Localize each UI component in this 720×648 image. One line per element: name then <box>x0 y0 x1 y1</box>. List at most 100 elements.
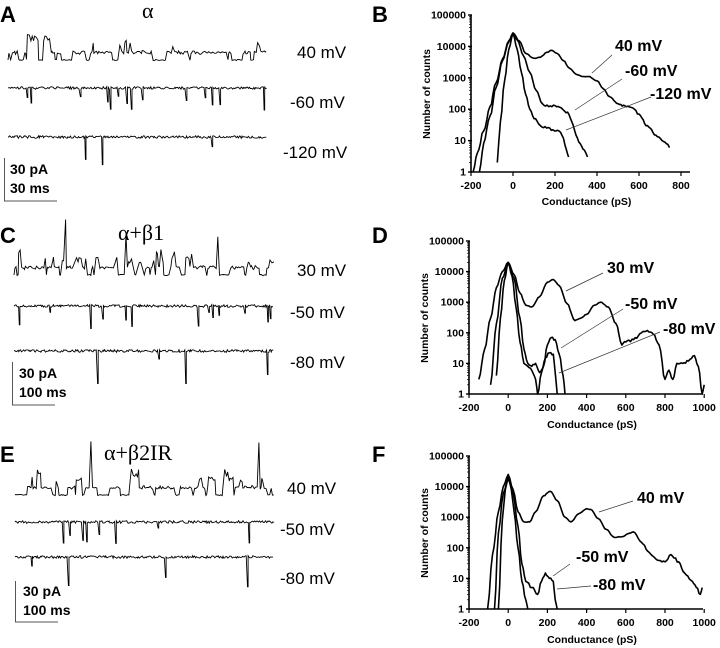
condition-title-e: α+β2IR <box>104 440 172 465</box>
histogram-chart-d: D 1 10 100 1000 10000 100000 -200 0 200 400 600 800… <box>372 223 716 431</box>
panel-letter-a: A <box>0 2 16 27</box>
x-axis-title: Conductance (pS) <box>542 196 632 208</box>
y-tick-label: 10000 <box>437 41 466 53</box>
panel-letter-c: C <box>0 223 16 248</box>
panel-a: A α 40 mV -60 mV -120 mV 30 pA 30 ms <box>0 0 348 202</box>
histogram-curve-minus80mv <box>497 476 529 610</box>
scale-bar <box>4 158 57 202</box>
panel-e: E α+β2IR 40 mV -50 mV -80 mV 30 pA 100 m… <box>0 440 337 623</box>
voltage-label: 30 mV <box>297 261 347 280</box>
current-trace-minus60mv <box>7 85 267 111</box>
curve-annotation-label: -80 mV <box>663 321 716 338</box>
x-tick-label: 200 <box>539 402 557 414</box>
x-tick-label: 400 <box>578 617 596 629</box>
annotation-leader-line <box>556 585 592 590</box>
curve-annotation-label: -50 mV <box>576 549 629 566</box>
histogram-curve-minus50mv <box>489 261 566 395</box>
y-tick-label: 100000 <box>429 236 464 248</box>
y-tick-label: 10 <box>452 573 464 585</box>
curve-annotation-label: -120 mV <box>650 86 712 103</box>
voltage-label: -50 mV <box>290 303 345 322</box>
y-tick-label: 1000 <box>443 72 467 84</box>
curve-annotation-label: 40 mV <box>615 38 662 55</box>
x-tick-label: 1000 <box>693 617 717 629</box>
current-trace-minus120mv <box>7 134 267 166</box>
x-tick-label: 0 <box>510 180 516 192</box>
x-tick-label: 0 <box>505 402 511 414</box>
x-axis-title: Conductance (pS) <box>547 419 637 431</box>
histogram-curve-minus60mv <box>478 32 589 173</box>
x-tick-label: -200 <box>460 180 481 192</box>
panel-c: C α+β1 30 mV -50 mV -80 mV 30 pA 100 ms <box>0 219 347 406</box>
scale-current-label: 30 pA <box>19 365 57 381</box>
voltage-label: -80 mV <box>280 569 335 588</box>
annotation-leader-line <box>560 308 624 349</box>
x-tick-label: 600 <box>630 180 648 192</box>
x-tick-label: 400 <box>578 402 596 414</box>
current-trace-40mv <box>14 441 274 497</box>
annotation-leader-line <box>558 331 661 374</box>
y-tick-label: 10 <box>452 358 464 370</box>
scale-current-label: 30 pA <box>10 161 48 177</box>
x-tick-label: 1000 <box>693 402 717 414</box>
panel-letter-b: B <box>372 2 388 27</box>
x-tick-label: 0 <box>505 617 511 629</box>
current-trace-minus80mv <box>13 348 274 385</box>
x-tick-label: 800 <box>672 180 690 192</box>
y-tick-label: 10 <box>454 135 466 147</box>
annotation-leader-line <box>574 78 623 111</box>
histogram-curve-40mv <box>486 473 703 610</box>
current-trace-minus80mv <box>14 554 273 588</box>
scale-time-label: 30 ms <box>10 180 50 196</box>
y-axis-title: Number of counts <box>421 49 433 139</box>
y-tick-label: 1000 <box>441 297 465 309</box>
curve-annotation-label: -60 mV <box>625 63 678 80</box>
y-tick-label: 1 <box>460 167 466 179</box>
x-axis-title: Conductance (pS) <box>547 634 637 646</box>
x-tick-label: 800 <box>656 617 674 629</box>
annotation-leader-line <box>591 54 613 74</box>
histogram-curve-30mv <box>478 261 705 395</box>
curve-annotation-label: -50 mV <box>625 296 678 313</box>
annotation-leader-line <box>565 272 604 292</box>
x-tick-label: 600 <box>617 617 635 629</box>
y-tick-label: 100000 <box>431 10 466 22</box>
voltage-label: -120 mV <box>283 143 348 162</box>
panel-letter-e: E <box>0 442 15 467</box>
curve-annotation-label: 30 mV <box>607 260 654 277</box>
y-tick-label: 100 <box>448 104 466 116</box>
voltage-label: -50 mV <box>280 520 335 539</box>
y-tick-label: 10000 <box>435 266 464 278</box>
y-axis-title: Number of counts <box>419 273 431 363</box>
x-tick-label: 600 <box>617 402 635 414</box>
histogram-curve-minus120mv <box>496 32 570 163</box>
histogram-chart-b: B 1 10 100 1000 10000 100000 -200 0 200 400 600 800… <box>372 2 712 208</box>
x-tick-label: -200 <box>458 617 479 629</box>
panel-letter-f: F <box>372 442 385 467</box>
y-tick-label: 10000 <box>435 481 464 493</box>
y-tick-label: 100000 <box>429 451 464 463</box>
scale-bar <box>15 581 58 623</box>
y-tick-label: 1000 <box>441 512 465 524</box>
curve-annotation-label: 40 mV <box>637 490 684 507</box>
current-trace-minus50mv <box>13 303 273 330</box>
annotation-leader-line <box>552 563 571 577</box>
y-tick-label: 1 <box>458 604 464 616</box>
current-trace-40mv <box>7 34 267 62</box>
x-tick-label: -200 <box>458 402 479 414</box>
histogram-chart-f: F 1 10 100 1000 10000 100000 -200 0 200 400 600 800… <box>372 442 716 646</box>
histogram-curve-minus80mv <box>495 261 558 395</box>
y-tick-label: 100 <box>446 327 464 339</box>
x-tick-label: 400 <box>588 180 606 192</box>
condition-title-a: α <box>142 0 154 23</box>
voltage-label: -60 mV <box>290 93 345 112</box>
x-tick-label: 200 <box>539 617 557 629</box>
voltage-label: 40 mV <box>297 43 347 62</box>
annotation-leader-line <box>565 96 652 131</box>
voltage-label: -80 mV <box>290 353 345 372</box>
x-tick-label: 800 <box>656 402 674 414</box>
scale-current-label: 30 pA <box>23 583 61 599</box>
x-tick-label: 200 <box>546 180 564 192</box>
y-axis-title: Number of counts <box>419 488 431 578</box>
